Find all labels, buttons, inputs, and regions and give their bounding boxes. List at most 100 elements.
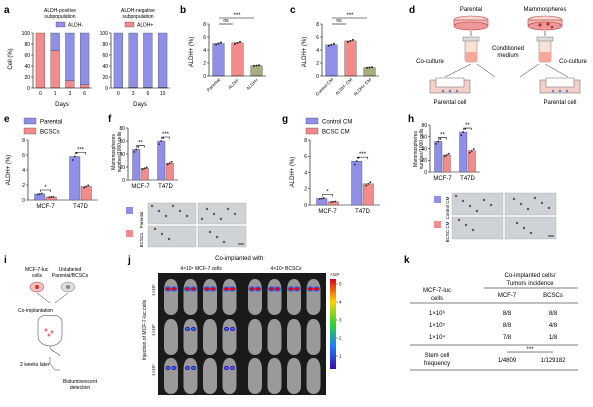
f-sig-0: ** [138, 140, 143, 146]
panel-j-letter: j [127, 255, 131, 266]
e-xtick-1: T47D [73, 204, 88, 210]
e-point-1-1-1 [85, 185, 88, 188]
a-right-bar-neg-2 [143, 32, 153, 88]
h-xtick-1: T47D [460, 176, 475, 182]
f-sig-1: *** [162, 132, 170, 138]
h-micrograph-0-1 [504, 192, 557, 216]
panel-i-unl-2: Parental/BCSCs [52, 273, 89, 279]
h-sphere-1-1-0 [515, 221, 519, 225]
panel-j-title: Co-implanted with: [215, 256, 265, 262]
h-point-0-0-1 [437, 140, 440, 143]
panel-h-ylabel-2: number/1000 cells [419, 128, 425, 169]
h-ytick-label-3: 60 [421, 135, 427, 141]
f-sphere-0-0-4 [178, 209, 182, 213]
color-scale-bar [330, 279, 336, 369]
b-ytick-label-3: 6 [203, 35, 206, 41]
a-right-ytick-label-2: 40 [102, 64, 108, 70]
panel-c-xticks: Control CM ALDH- CM ALDH+ CM [315, 77, 373, 97]
panel-d: d Parental Mammospheres Conditioned medi… [409, 5, 587, 106]
panel-i-biolum-1: Bioluminescent [63, 379, 98, 385]
mouse-0-2 [203, 279, 217, 315]
f-sphere-1-1-2 [222, 240, 226, 244]
dish-mammospheres-icon [527, 15, 563, 31]
panel-k-freq-label-2: frequency [424, 361, 450, 367]
a-right-ytick-label-4: 80 [102, 42, 108, 48]
e-point-0-0-1 [38, 193, 41, 195]
h-point-0-0-2 [439, 138, 442, 140]
legend-swatch-e-1 [23, 127, 37, 135]
h-point-0-1-0 [443, 155, 446, 158]
e-point-1-0-1 [73, 155, 76, 158]
panel-a: a ALDH-positive subpopulation ALDH-negat… [4, 5, 170, 108]
f-sphere-1-1-0 [208, 230, 212, 234]
f-sphere-1-0-0 [153, 227, 157, 231]
h-sphere-1-0-2 [471, 228, 475, 232]
b-xtick-0: Parental [206, 77, 221, 92]
panel-i-weeks: 2 weeks later [20, 362, 50, 368]
signal-0-2-left [203, 286, 211, 292]
e-ytick-label-1: 2 [22, 183, 25, 189]
a-right-ytick-label-0: 0 [105, 86, 108, 92]
h-bar-1-1 [467, 150, 476, 173]
panel-b-yticks: 0 2 4 6 8 [203, 22, 209, 80]
panel-j-group-1: 4×10⁵ MCF-7 cells [180, 266, 222, 272]
f-sphere-0-1-2 [219, 217, 223, 221]
c-point-2-0 [366, 66, 368, 69]
f-point-0-0-0 [133, 150, 136, 153]
h-ytick-label-0: 0 [424, 170, 427, 176]
signal-1-3-right [230, 326, 235, 332]
g-point-1-1-1 [367, 182, 370, 185]
panel-a-left-title-2: subpopulation [44, 14, 75, 20]
arrows-merge-icon [36, 292, 69, 304]
h-row1-swatch [434, 196, 441, 203]
f-point-0-1-0 [141, 168, 144, 171]
legend-swatch-g-0 [305, 117, 319, 125]
a-right-bar-neg-0 [113, 32, 123, 89]
panel-d-coculture-right: Co-culture [559, 59, 587, 65]
c-bar-1 [344, 40, 357, 77]
f-sig-bracket-1 [161, 136, 170, 139]
a-left-ytick-label-1: 20 [24, 75, 30, 81]
f-bar-1-1 [165, 162, 174, 181]
b-point-1-2 [239, 40, 241, 43]
panel-c-bars [325, 38, 376, 77]
panel-e: e Parental BCSCs ALDH+ (%) 0 2 4 6 8 * MCF-7 **… [4, 114, 98, 210]
mouse-1-7 [306, 319, 321, 355]
a-right-xtick-1: 3 [132, 91, 135, 97]
panel-a-left-axis [32, 33, 92, 89]
mouse-0-0 [164, 279, 178, 315]
a-left-xtick-1: 1 [54, 91, 57, 97]
e-ytick-label-2: 4 [22, 168, 25, 174]
c-xtick-0: Control CM [315, 77, 335, 97]
mouse-1-5 [267, 319, 282, 355]
f-micrograph-0-0 [147, 202, 197, 225]
a-left-bar-neg-2 [65, 32, 75, 81]
h-point-1-1-2 [472, 148, 475, 151]
panel-i-luc-2: cells [32, 273, 43, 279]
b-ytick-label-4: 8 [203, 22, 206, 28]
h-sphere-1-1-1 [522, 226, 526, 230]
h-sphere-0-0-4 [482, 198, 486, 202]
panel-a-left-xlabel: Days [55, 102, 69, 108]
b-bar-2 [250, 65, 263, 77]
f-sphere-0-1-3 [226, 207, 230, 211]
panel-b-axis [208, 24, 266, 77]
b-point-1-1 [236, 41, 239, 44]
panel-a-letter: a [4, 5, 10, 16]
panel-d-parental: Parental [460, 7, 482, 13]
panel-f-letter: f [108, 114, 112, 125]
panel-f: f Mammospheres number/1000 cells 0 20 40 60… [108, 114, 247, 247]
a-right-bar-neg-1 [128, 32, 138, 88]
panel-i-biolum-2: detection [70, 385, 91, 391]
panel-i-unl-1: Unlabeled [59, 267, 82, 273]
f-xtick-0: MCF-7 [131, 184, 150, 190]
panel-k-freq-bcsc: 1/129182 [540, 358, 566, 364]
h-bar-0-1 [442, 154, 451, 173]
g-point-1-1-2 [369, 181, 372, 184]
f-sphere-0-1-4 [233, 212, 237, 216]
panel-a-right-axis [110, 33, 170, 89]
tube-left-icon [462, 36, 480, 63]
h-sphere-0-1-5 [547, 206, 551, 210]
c-point-0-0 [328, 44, 330, 47]
